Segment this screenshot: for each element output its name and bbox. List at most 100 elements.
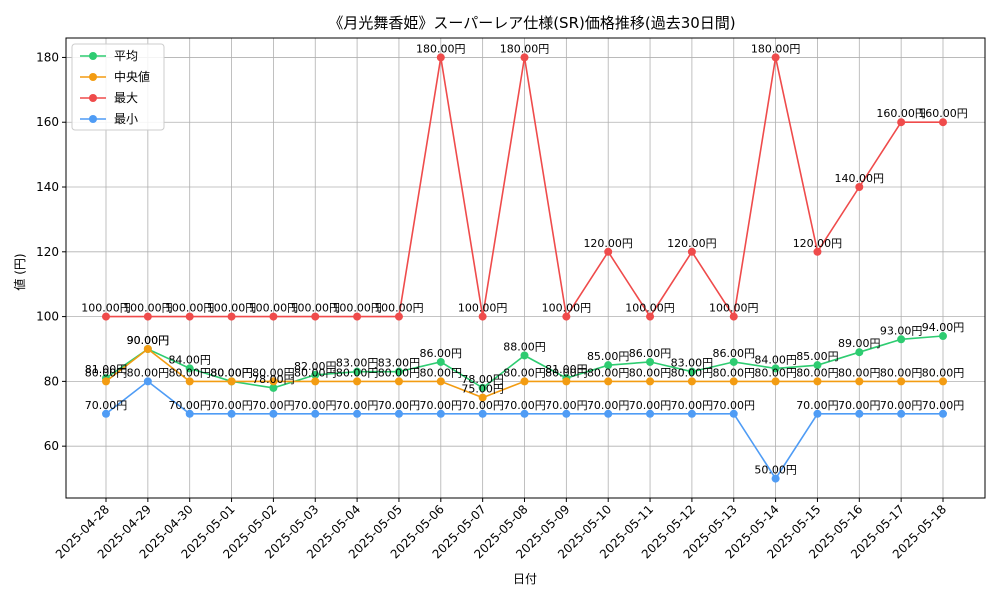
data-label: 70.00円 — [252, 399, 295, 412]
data-label: 84.00円 — [754, 353, 797, 366]
data-point — [436, 357, 445, 366]
plot-frame — [65, 37, 986, 499]
data-label: 80.00円 — [252, 366, 295, 379]
data-point — [604, 247, 613, 256]
data-point — [520, 351, 529, 360]
data-label: 70.00円 — [378, 399, 421, 412]
data-point — [185, 409, 194, 418]
data-label: 70.00円 — [713, 399, 756, 412]
data-point — [687, 377, 696, 386]
y-axis-label: 値 (円) — [12, 253, 27, 290]
data-point — [311, 409, 320, 418]
data-point — [478, 312, 487, 321]
data-label: 160.00円 — [918, 107, 968, 120]
grid — [66, 38, 985, 498]
data-point — [227, 312, 236, 321]
data-label: 100.00円 — [207, 302, 257, 315]
data-point — [897, 409, 906, 418]
data-point — [729, 312, 738, 321]
data-point — [897, 377, 906, 386]
data-label: 70.00円 — [210, 399, 253, 412]
data-point — [687, 247, 696, 256]
data-label: 80.00円 — [713, 366, 756, 379]
data-point — [687, 367, 696, 376]
axes: 60801001201401601802025-04-282025-04-292… — [36, 37, 986, 561]
data-label: 100.00円 — [458, 302, 508, 315]
data-point — [520, 409, 529, 418]
data-point — [520, 53, 529, 62]
data-label: 70.00円 — [168, 399, 211, 412]
data-label: 160.00円 — [876, 107, 926, 120]
data-label: 180.00円 — [500, 42, 550, 55]
data-point — [562, 377, 571, 386]
legend-label: 中央値 — [114, 69, 150, 84]
data-label: 100.00円 — [332, 302, 382, 315]
y-tick-label: 140 — [36, 180, 59, 194]
data-point — [897, 335, 906, 344]
data-label: 78.00円 — [252, 373, 295, 386]
data-label: 70.00円 — [796, 399, 839, 412]
data-label: 80.00円 — [629, 366, 672, 379]
data-point — [353, 377, 362, 386]
data-point — [353, 367, 362, 376]
y-tick-label: 100 — [36, 310, 59, 324]
data-point — [855, 377, 864, 386]
data-point — [394, 367, 403, 376]
legend-marker — [89, 115, 97, 123]
data-point — [353, 409, 362, 418]
data-point — [604, 361, 613, 370]
data-label: 81.00円 — [85, 363, 128, 376]
data-label: 80.00円 — [210, 366, 253, 379]
data-label: 84.00円 — [168, 353, 211, 366]
legend-label: 平均 — [114, 49, 138, 63]
legend-label: 最大 — [114, 91, 138, 105]
data-point — [687, 409, 696, 418]
data-label: 83.00円 — [336, 357, 379, 370]
data-label: 82.00円 — [294, 360, 337, 373]
data-label: 80.00円 — [838, 366, 881, 379]
data-point — [729, 377, 738, 386]
data-point — [855, 409, 864, 418]
data-point — [311, 377, 320, 386]
data-label: 100.00円 — [165, 302, 215, 315]
y-tick-label: 160 — [36, 115, 59, 129]
data-point — [813, 377, 822, 386]
data-point — [813, 361, 822, 370]
legend-box — [71, 43, 165, 131]
data-label: 86.00円 — [420, 347, 463, 360]
data-point — [269, 409, 278, 418]
data-point — [478, 409, 487, 418]
x-axis-label: 日付 — [513, 572, 537, 586]
data-label: 70.00円 — [838, 399, 881, 412]
data-label: 90.00円 — [127, 334, 170, 347]
data-label: 140.00円 — [835, 172, 885, 185]
data-label: 50.00円 — [754, 464, 797, 477]
data-point — [102, 312, 110, 321]
data-point — [478, 393, 487, 402]
data-label: 85.00円 — [587, 350, 630, 363]
data-label: 120.00円 — [583, 237, 633, 250]
data-label: 78.00円 — [461, 373, 504, 386]
data-label: 70.00円 — [294, 399, 337, 412]
data-label: 81.00円 — [545, 363, 588, 376]
data-point — [939, 332, 947, 341]
data-point — [102, 377, 110, 386]
legend-label: 最小 — [114, 112, 138, 126]
data-point — [646, 409, 655, 418]
data-point — [269, 312, 278, 321]
data-point — [185, 312, 194, 321]
data-point — [436, 53, 445, 62]
chart-title: 《月光舞香姫》スーパーレア仕様(SR)価格推移(過去30日間) — [328, 14, 735, 32]
data-point — [394, 377, 403, 386]
data-point — [394, 312, 403, 321]
data-label: 83.00円 — [671, 357, 714, 370]
data-point — [646, 312, 655, 321]
data-point — [143, 377, 152, 386]
data-label: 80.00円 — [880, 366, 923, 379]
data-label: 93.00円 — [880, 324, 923, 337]
data-point — [102, 409, 110, 418]
data-label: 89.00円 — [838, 337, 881, 350]
data-point — [771, 364, 780, 373]
data-point — [855, 183, 864, 192]
